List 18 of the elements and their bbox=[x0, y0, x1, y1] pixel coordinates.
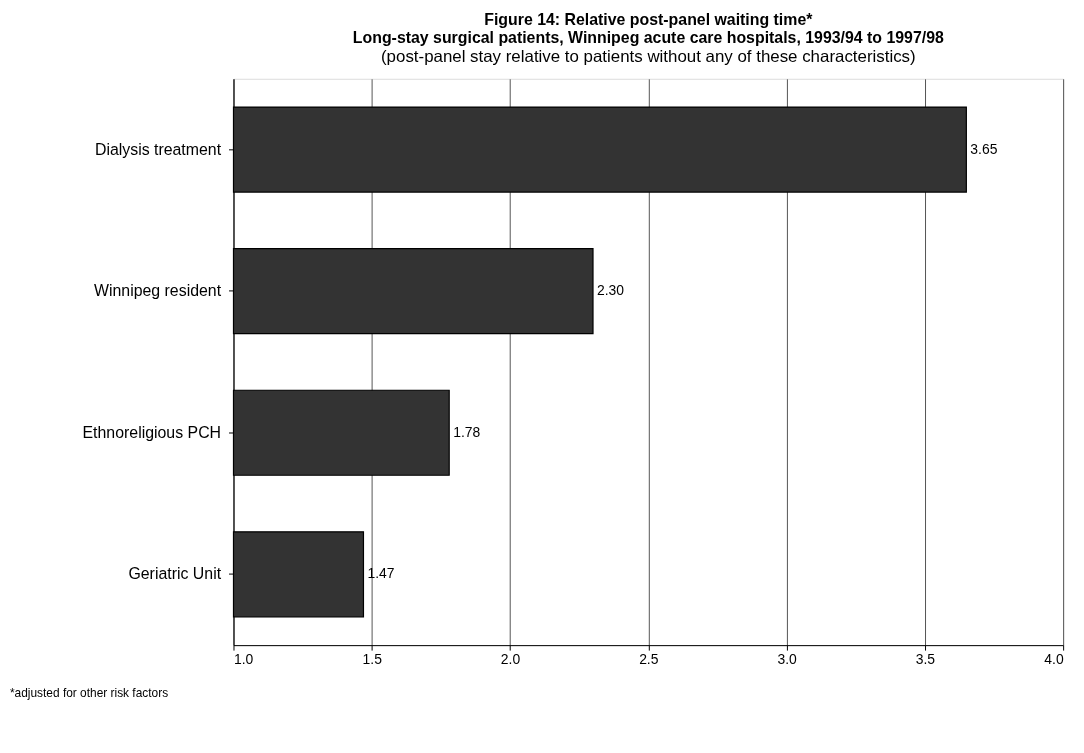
chart-subtitle: (post-panel stay relative to patients without any of these characteristics) bbox=[380, 46, 916, 66]
x-tick-label: 2.0 bbox=[500, 650, 521, 667]
data-label: 1.78 bbox=[453, 423, 481, 440]
x-tick-label: 3.5 bbox=[915, 650, 936, 667]
text: *adjusted for other risk factors bbox=[9, 685, 169, 700]
data-label: 3.65 bbox=[970, 140, 998, 157]
data-label: 2.30 bbox=[596, 282, 625, 299]
data-label: 1.47 bbox=[367, 565, 395, 582]
x-tick-label: 3.0 bbox=[777, 650, 798, 667]
x-tick-label: 4.0 bbox=[1044, 650, 1064, 667]
y-tick-label: Dialysis treatment bbox=[94, 140, 222, 158]
chart-title: Figure 14: Relative post-panel waiting time* Long-stay surgical patients, Winnipeg acute care hospitals, 1993/94 to 1997/98 bbox=[352, 11, 944, 47]
y-tick-label: Ethnoreligious PCH bbox=[82, 423, 222, 441]
y-tick-label: Winnipeg resident bbox=[93, 282, 222, 300]
x-tick-label: 1.0 bbox=[233, 650, 254, 667]
y-tick-label: Geriatric Unit bbox=[128, 565, 222, 583]
x-tick-label: 2.5 bbox=[639, 650, 659, 667]
x-tick-label: 1.5 bbox=[362, 650, 383, 667]
